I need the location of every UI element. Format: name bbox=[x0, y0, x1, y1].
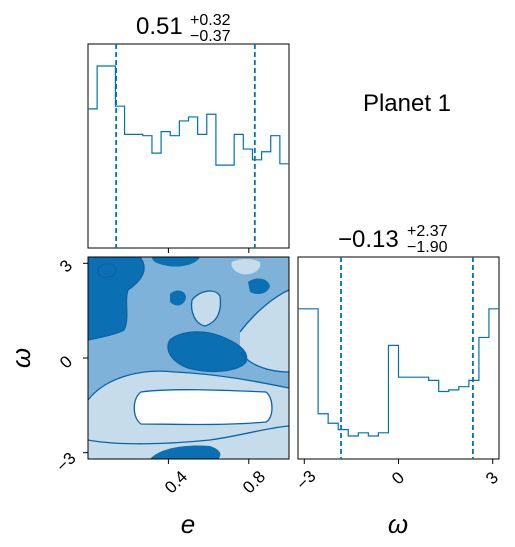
contour-light-left bbox=[88, 411, 120, 444]
quantile-lines-e bbox=[115, 44, 256, 248]
title-omega-median: −0.13 bbox=[338, 226, 399, 253]
tick-labels-omega-y: 3 0 −3 bbox=[53, 256, 80, 476]
contour-light-patch bbox=[191, 291, 221, 326]
contour-dark-small bbox=[170, 290, 186, 306]
tick-labels-omega-x: −3 0 3 bbox=[293, 467, 503, 494]
histogram-e-step bbox=[88, 65, 289, 166]
contour-dark-center bbox=[168, 331, 247, 372]
annotation-planet: Planet 1 bbox=[363, 90, 451, 117]
tick-marks-e-top bbox=[167, 248, 250, 253]
title-omega-minus: −1.90 bbox=[407, 239, 448, 256]
title-e-minus: −0.37 bbox=[190, 28, 231, 45]
contour-line-8 bbox=[167, 331, 248, 373]
tick-label-e-0.4: 0.4 bbox=[161, 467, 191, 497]
panel-joint bbox=[83, 256, 290, 464]
tick-labels-e: 0.4 0.8 bbox=[161, 467, 269, 497]
tick-marks-joint bbox=[83, 262, 250, 464]
contour-level-low bbox=[134, 389, 272, 425]
contour-line-3 bbox=[88, 425, 289, 445]
tick-marks-omega bbox=[303, 459, 494, 464]
tick-label-omega-y-0: 0 bbox=[56, 352, 76, 372]
title-omega-plus: +2.37 bbox=[407, 223, 448, 240]
contour-dark-bottom bbox=[150, 445, 221, 459]
tick-label-omega-x-3: 3 bbox=[482, 468, 502, 488]
title-e-median: 0.51 bbox=[136, 13, 183, 40]
axis-label-omega-left: ω bbox=[6, 348, 36, 368]
contour-line-9 bbox=[97, 263, 117, 279]
tick-label-omega-x-neg3: −3 bbox=[293, 467, 320, 494]
contour-light-upper-right bbox=[240, 290, 289, 372]
quantile-lines-omega bbox=[340, 257, 474, 459]
contour-line-5 bbox=[239, 351, 289, 373]
panel-marginal-e: 0.51 +0.32 −0.37 bbox=[87, 12, 290, 253]
contour-light-top bbox=[231, 259, 261, 275]
contour-line-6 bbox=[190, 290, 222, 327]
panel-marginal-omega: −0.13 +2.37 −1.90 bbox=[297, 223, 500, 464]
contour-dark-right-top bbox=[248, 278, 270, 294]
axis-label-omega-bottom: ω bbox=[388, 509, 408, 539]
tick-label-omega-x-0: 0 bbox=[388, 468, 408, 488]
title-e-plus: +0.32 bbox=[190, 12, 231, 29]
panel-frame-e bbox=[87, 43, 290, 249]
contour-line-4 bbox=[239, 289, 289, 333]
tick-label-omega-y-neg3: −3 bbox=[53, 449, 80, 476]
tick-label-e-0.8: 0.8 bbox=[239, 467, 269, 497]
axis-label-e: e bbox=[181, 509, 195, 539]
histogram-omega-step bbox=[298, 308, 499, 437]
contour-line-7 bbox=[88, 257, 145, 341]
contour-level-peak-left bbox=[88, 257, 145, 340]
contour-line-1 bbox=[88, 370, 289, 401]
contour-dark-top bbox=[152, 257, 200, 267]
contour-fill bbox=[88, 257, 289, 459]
tick-label-omega-y-3: 3 bbox=[56, 256, 76, 276]
contour-lines bbox=[88, 257, 289, 445]
contour-line-2 bbox=[133, 389, 273, 426]
